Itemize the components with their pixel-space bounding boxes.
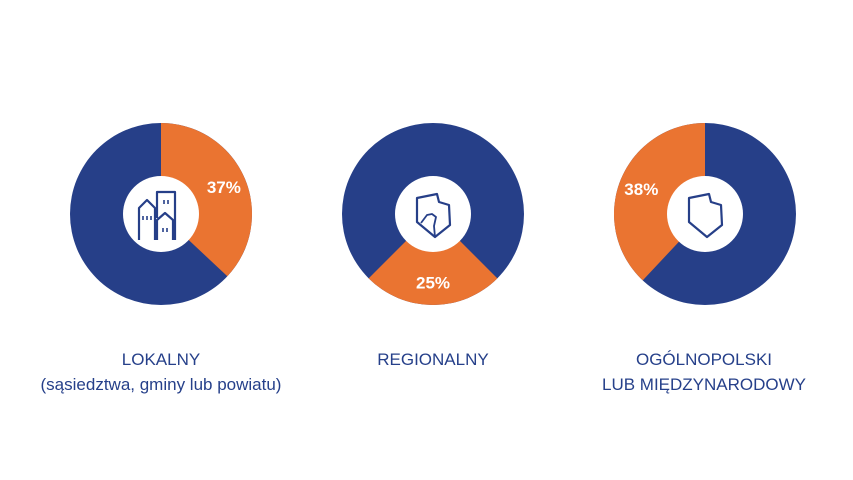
chart-label-national: OGÓLNOPOLSKI LUB MIĘDZYNARODOWY — [574, 347, 834, 397]
data-label: 25% — [416, 274, 450, 293]
donut-chart-1: 37% — [70, 123, 253, 305]
highlight-segment — [614, 123, 705, 281]
donut-chart-2: 25% — [342, 123, 524, 305]
region-map-icon — [415, 192, 452, 239]
label-line: (sąsiedztwa, gminy lub powiatu) — [40, 375, 282, 394]
donut-hole — [667, 176, 743, 252]
label-line: REGIONALNY — [377, 350, 489, 369]
donut-chart-3: 38% — [614, 123, 796, 305]
chart-label-regional: REGIONALNY — [303, 347, 563, 372]
data-label: 38% — [624, 180, 658, 199]
label-line: LOKALNY — [121, 350, 201, 369]
label-line: OGÓLNOPOLSKI — [635, 350, 773, 369]
chart-label-local: LOKALNY (sąsiedztwa, gminy lub powiatu) — [31, 347, 291, 397]
buildings-icon — [137, 190, 177, 240]
donut-hole — [123, 176, 199, 252]
data-label: 37% — [207, 178, 241, 197]
highlight-segment — [161, 123, 253, 277]
highlight-segment — [368, 214, 498, 305]
poland-map-icon — [687, 192, 724, 239]
label-line: LUB MIĘDZYNARODOWY — [601, 375, 807, 394]
